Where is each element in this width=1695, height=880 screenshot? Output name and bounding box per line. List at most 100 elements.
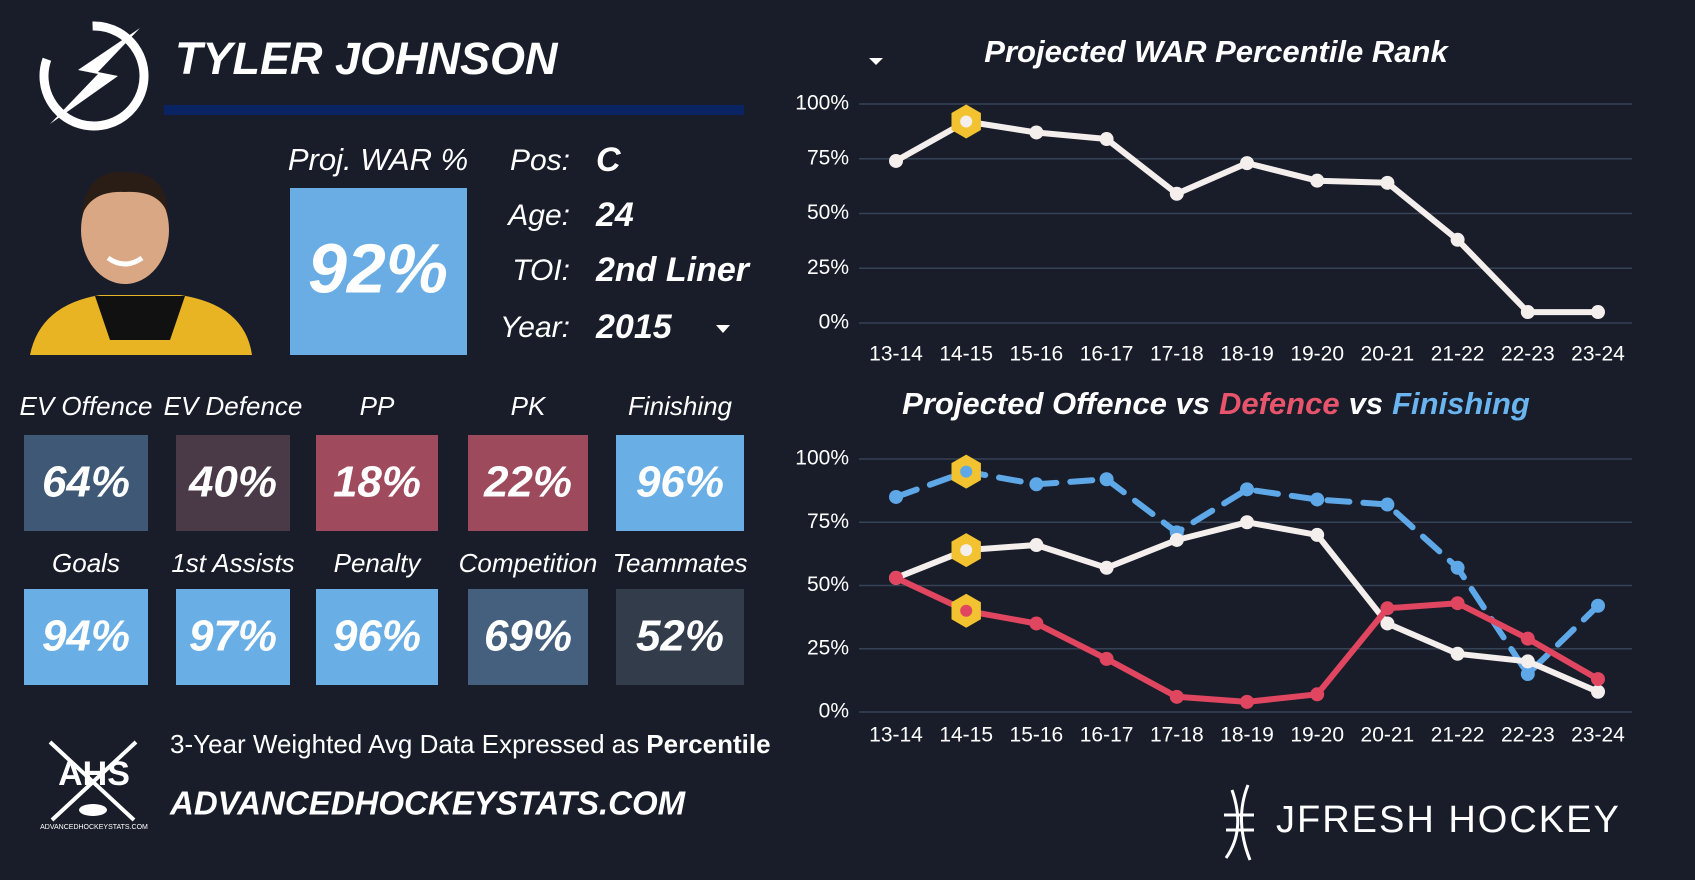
y-tick-label: 100% (795, 92, 849, 115)
tile-value: 94% (42, 612, 130, 661)
x-tick-label: 18-19 (1220, 724, 1274, 747)
point (1450, 232, 1465, 247)
x-tick-label: 14-15 (939, 343, 993, 366)
x-tick-label: 15-16 (1010, 343, 1064, 366)
tile-value: 22% (483, 458, 572, 507)
y-tick-label: 100% (795, 447, 849, 470)
point (1029, 538, 1044, 553)
point (889, 570, 903, 585)
point (1240, 694, 1254, 709)
point (1380, 601, 1395, 616)
point (1099, 472, 1114, 487)
x-tick-label: 19-20 (1290, 343, 1344, 366)
x-tick-label: 13-14 (869, 724, 923, 747)
tile-label: EV Defence (164, 391, 303, 421)
tile-box (616, 435, 744, 531)
chart-dropdown[interactable] (869, 58, 883, 65)
point (1169, 186, 1184, 201)
point (1520, 305, 1535, 320)
ahs-logo (48, 740, 138, 822)
tile-box (24, 435, 148, 531)
tile-value: 97% (189, 612, 277, 661)
tile-label: Penalty (334, 548, 423, 578)
point (1310, 687, 1325, 702)
point (1520, 667, 1535, 682)
jfresh-logo (1224, 784, 1254, 861)
ahs-logo-text: AHS (58, 755, 130, 793)
y-tick-label: 25% (807, 636, 849, 659)
tile-label: Finishing (628, 391, 733, 421)
x-tick-label: 20-21 (1361, 343, 1415, 366)
tile-box (616, 589, 744, 685)
tile-box (468, 435, 588, 531)
x-tick-label: 15-16 (1010, 724, 1064, 747)
x-tick-label: 17-18 (1150, 343, 1204, 366)
info-label: Pos: (510, 144, 570, 177)
y-tick-label: 50% (807, 573, 849, 596)
x-tick-label: 18-19 (1220, 343, 1274, 366)
tile-box (316, 589, 438, 685)
series-line (893, 468, 1601, 677)
point (1591, 598, 1605, 613)
x-tick-label: 22-23 (1501, 724, 1555, 747)
footer-site: ADVANCEDHOCKEYSTATS.COM (169, 785, 687, 822)
y-tick-label: 75% (807, 510, 849, 533)
point (889, 153, 903, 168)
x-tick-label: 17-18 (1150, 724, 1204, 747)
info-label: TOI: (512, 254, 570, 287)
tile-box (24, 589, 148, 685)
proj-war-value: 92% (308, 229, 448, 307)
tile-box (316, 435, 438, 531)
chart-title-part: Projected Offence vs (902, 386, 1210, 421)
point (1099, 560, 1114, 575)
tile-value: 64% (42, 458, 130, 507)
x-tick-label: 13-14 (869, 343, 923, 366)
tile-box (176, 589, 290, 685)
tile-label: Teammates (613, 548, 748, 578)
x-tick-label: 21-22 (1431, 343, 1485, 366)
point (1591, 672, 1605, 687)
point (1380, 497, 1395, 512)
info-value: 2015 (595, 308, 673, 346)
point (1380, 616, 1395, 631)
player-name: TYLER JOHNSON (175, 33, 559, 84)
x-tick-label: 16-17 (1080, 343, 1134, 366)
chart-title: Projected WAR Percentile Rank (984, 34, 1449, 69)
brand: JFRESH HOCKEY (1276, 799, 1621, 841)
tile-label: PP (360, 391, 395, 421)
info-label: Age: (506, 199, 570, 232)
point (889, 489, 903, 504)
point (1450, 596, 1465, 611)
y-tick-label: 0% (819, 311, 849, 334)
x-tick-label: 14-15 (939, 724, 993, 747)
y-tick-label: 25% (807, 256, 849, 279)
ahs-logo-subtext: ADVANCEDHOCKEYSTATS.COM (40, 824, 148, 831)
x-tick-label: 22-23 (1501, 343, 1555, 366)
x-tick-label: 20-21 (1361, 724, 1415, 747)
chart-title-part: Finishing (1392, 386, 1530, 421)
y-tick-label: 0% (819, 700, 849, 723)
highlight-dot (960, 115, 973, 128)
tile-label: 1st Assists (171, 548, 294, 578)
point (1450, 646, 1465, 661)
point (1029, 477, 1044, 492)
highlight-dot (960, 465, 973, 478)
name-underline (164, 105, 744, 115)
tile-value: 96% (333, 612, 421, 661)
point (1099, 132, 1114, 147)
tile-value: 69% (484, 612, 572, 661)
point (1520, 631, 1535, 646)
point (1029, 616, 1044, 631)
point (1591, 305, 1605, 320)
year-dropdown[interactable] (716, 325, 730, 333)
info-label: Year: (500, 311, 570, 344)
highlight-dot (960, 544, 973, 557)
player-photo (30, 171, 252, 355)
footer-note-text: 3-Year Weighted Avg Data Expressed as (170, 729, 639, 759)
point (1450, 560, 1465, 575)
point (1310, 527, 1325, 542)
x-tick-label: 19-20 (1290, 724, 1344, 747)
footer-note: 3-Year Weighted Avg Data Expressed as Per… (170, 729, 771, 759)
point (1099, 651, 1114, 666)
